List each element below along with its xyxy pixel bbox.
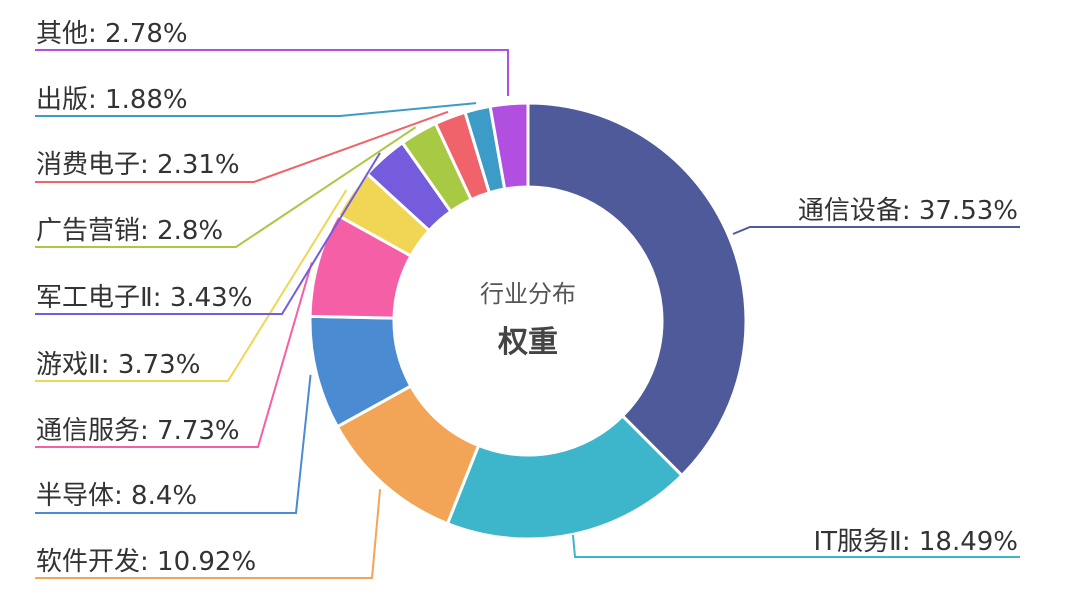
chart-center-subtitle: 权重 bbox=[497, 325, 558, 360]
slice-label-6: 军工电子Ⅱ: 3.43% bbox=[36, 283, 252, 313]
leader-line-6 bbox=[35, 152, 381, 315]
leader-line-5 bbox=[35, 189, 348, 382]
leader-line-4 bbox=[35, 262, 313, 448]
leader-line-0 bbox=[732, 226, 1020, 235]
slice-label-4: 通信服务: 7.73% bbox=[36, 416, 240, 446]
chart-center-title: 行业分布 bbox=[480, 280, 576, 308]
leader-line-9 bbox=[35, 102, 477, 117]
leader-lines bbox=[35, 49, 1020, 579]
slice-label-10: 其他: 2.78% bbox=[36, 19, 188, 49]
slice-labels: 通信设备: 37.53% IT服务Ⅱ: 18.49% 软件开发: 10.92% 半导体… bbox=[36, 19, 1018, 577]
donut-slices bbox=[308, 101, 748, 541]
leader-line-7 bbox=[35, 126, 417, 248]
leader-line-3 bbox=[35, 374, 312, 514]
slice-label-3: 半导体: 8.4% bbox=[36, 481, 197, 511]
slice-label-8: 消费电子: 2.31% bbox=[36, 150, 240, 180]
slice-0[interactable] bbox=[526, 101, 748, 478]
slice-label-2: 软件开发: 10.92% bbox=[36, 547, 256, 577]
slice-label-9: 出版: 1.88% bbox=[36, 85, 188, 115]
leader-line-8 bbox=[35, 110, 449, 183]
leader-line-2 bbox=[35, 489, 382, 579]
slice-10[interactable] bbox=[488, 101, 530, 191]
leader-line-1 bbox=[572, 534, 1020, 558]
slice-label-7: 广告营销: 2.8% bbox=[36, 216, 223, 246]
leader-line-10 bbox=[35, 49, 509, 96]
slice-label-1: IT服务Ⅱ: 18.49% bbox=[813, 527, 1018, 557]
slice-label-0: 通信设备: 37.53% bbox=[798, 196, 1018, 226]
slice-label-5: 游戏Ⅱ: 3.73% bbox=[36, 350, 200, 380]
